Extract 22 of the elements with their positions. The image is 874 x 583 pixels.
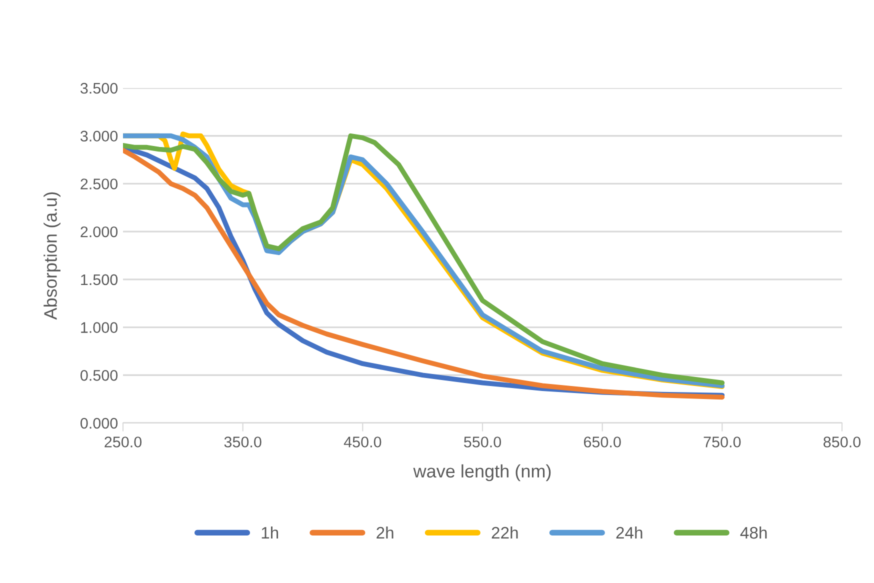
y-axis-title: Absorption (a.u) <box>44 192 60 320</box>
y-tick-label: 1.500 <box>81 274 118 286</box>
x-tick-label: 550.0 <box>464 436 502 448</box>
x-tick-label: 750.0 <box>704 436 741 448</box>
y-tick-label: 2.500 <box>80 178 118 190</box>
y-tick-label: 0.500 <box>80 370 118 381</box>
y-tick-label: 1.000 <box>81 322 118 333</box>
legend-label: 48h <box>740 526 767 539</box>
legend-label: 2h <box>376 526 394 539</box>
x-axis-title: wave length (nm) <box>413 464 551 482</box>
y-tick-label: 0.000 <box>80 418 118 429</box>
x-tick-label: 850.0 <box>824 436 861 448</box>
legend-label: 24h <box>616 526 642 539</box>
x-tick-label: 450.0 <box>344 436 382 448</box>
x-tick-label: 650.0 <box>584 436 621 448</box>
x-tick-label: 350.0 <box>224 436 262 448</box>
x-tick-label: 250.0 <box>104 436 142 448</box>
legend-label: 1h <box>262 526 278 539</box>
y-tick-label: 2.000 <box>80 226 118 238</box>
y-tick-label: 3.500 <box>80 82 118 94</box>
legend-label: 22h <box>492 526 518 539</box>
y-tick-label: 3.000 <box>80 130 118 142</box>
